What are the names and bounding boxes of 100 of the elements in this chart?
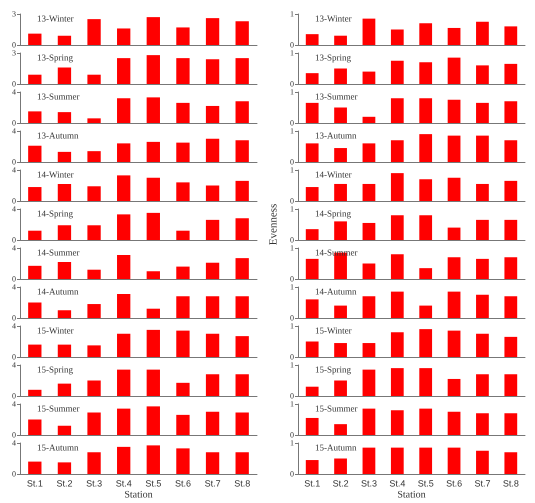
bar — [236, 140, 249, 162]
bar — [87, 74, 101, 84]
bar — [146, 97, 160, 123]
bar — [448, 448, 460, 474]
bar — [362, 222, 376, 240]
x-tick-label: St.4 — [389, 478, 406, 488]
bar — [28, 74, 42, 84]
bar — [334, 184, 347, 201]
bar — [306, 34, 319, 45]
chart-title: 14-Autumn — [37, 286, 79, 296]
chart-title: 15-Autumn — [37, 442, 79, 452]
y-tick-label: 0 — [12, 430, 16, 440]
y-tick-label: 0 — [12, 392, 16, 400]
bar — [117, 254, 130, 279]
bar — [117, 58, 130, 84]
bar — [448, 257, 460, 279]
bar — [334, 343, 347, 357]
bar — [117, 143, 130, 162]
bar — [117, 214, 130, 240]
bar — [504, 413, 518, 435]
bar — [58, 462, 72, 474]
y-tick-label: 4 — [12, 360, 16, 370]
y-tick-label: 1 — [290, 166, 294, 174]
bar — [306, 102, 319, 123]
bar — [117, 334, 130, 357]
bar — [448, 136, 460, 162]
bar — [206, 186, 220, 201]
x-axis-title: Station — [124, 490, 153, 500]
bar — [419, 62, 432, 84]
bar — [504, 452, 518, 474]
bar — [58, 184, 72, 201]
bar — [236, 452, 249, 474]
bar — [362, 116, 376, 123]
bar — [58, 262, 72, 279]
y-tick-label: 0 — [290, 430, 294, 440]
bar — [448, 228, 460, 240]
bar — [476, 450, 489, 474]
y-tick-label: 0 — [290, 40, 294, 50]
bar — [419, 408, 432, 435]
bar — [390, 215, 404, 240]
y-tick-label: 0 — [290, 314, 294, 322]
bar — [419, 98, 432, 123]
bar — [117, 294, 130, 318]
bar — [28, 302, 42, 318]
chart-title: 14-Summer — [315, 248, 358, 258]
bar — [390, 30, 404, 45]
y-tick-label: 4 — [12, 166, 16, 174]
bar — [146, 406, 160, 435]
bar — [206, 296, 220, 318]
bar — [476, 184, 489, 201]
bar — [476, 258, 489, 279]
y-tick-label: 0 — [290, 118, 294, 128]
bar — [28, 420, 42, 435]
bar — [236, 101, 249, 123]
bar — [146, 212, 160, 240]
y-tick-label: 0 — [12, 470, 16, 478]
bar — [87, 380, 101, 396]
bar — [390, 410, 404, 435]
bar — [504, 64, 518, 84]
bar — [28, 187, 42, 201]
bar — [476, 22, 489, 45]
bar — [176, 414, 190, 435]
bar — [419, 268, 432, 279]
bar — [87, 412, 101, 435]
chart-title: 13-Autumn — [37, 130, 79, 140]
bar — [206, 334, 220, 357]
y-tick-label: 1 — [290, 48, 294, 58]
bar — [362, 264, 376, 279]
bar — [176, 296, 190, 318]
bar — [146, 178, 160, 201]
y-tick-label: 1 — [290, 322, 294, 330]
bar — [58, 67, 72, 84]
bar — [448, 378, 460, 396]
y-tick-label: 0 — [12, 118, 16, 128]
bar — [390, 292, 404, 318]
bar — [419, 23, 432, 45]
x-tick-label: St.3 — [360, 478, 377, 488]
x-tick-label: St.7 — [204, 478, 221, 488]
bar — [206, 452, 220, 474]
bar — [390, 368, 404, 396]
bar — [448, 412, 460, 435]
bar — [448, 58, 460, 84]
bar — [28, 34, 42, 45]
bar — [28, 344, 42, 357]
bar — [476, 136, 489, 162]
chart-title: 15-Winter — [315, 326, 352, 336]
bar — [334, 380, 347, 396]
y-tick-label: 4 — [12, 126, 16, 136]
bar — [87, 304, 101, 318]
x-tick-label: St.1 — [26, 478, 43, 488]
chart-title: 13-Autumn — [315, 130, 357, 140]
bar — [146, 445, 160, 474]
bar — [146, 271, 160, 279]
chart-title: 15-Winter — [37, 326, 74, 336]
bar — [362, 72, 376, 84]
bar — [334, 36, 347, 45]
x-tick-label: St.6 — [174, 478, 191, 488]
bar — [419, 306, 432, 318]
bar — [390, 98, 404, 123]
y-tick-label: 4 — [12, 204, 16, 214]
